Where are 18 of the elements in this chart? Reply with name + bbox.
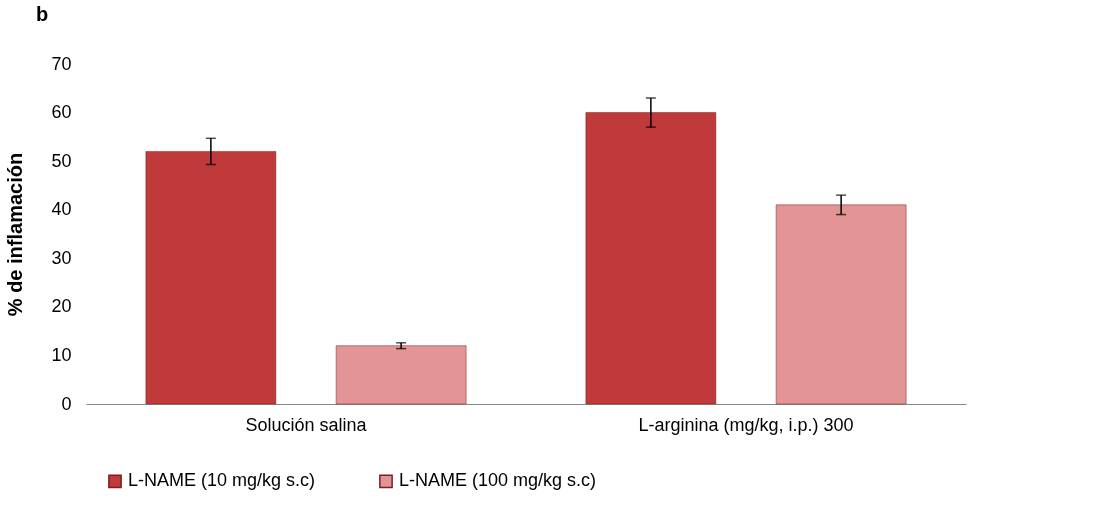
x-tick-label: Solución salina [245,414,368,435]
y-tick-label: 30 [51,247,72,268]
bar [145,151,277,405]
y-tick-label: 10 [51,344,72,365]
chart-title: b [35,3,49,25]
bar [335,345,467,405]
y-tick-label: 70 [51,53,72,74]
y-tick-label: 0 [61,393,72,414]
y-tick-label: 50 [51,150,72,171]
legend-label: L-NAME (100 mg/kg s.c) [399,470,597,491]
y-axis-title: % de inflamación [4,152,27,317]
y-tick-label: 60 [51,102,72,123]
y-tick-label: 40 [51,199,72,220]
x-tick-label: L-arginina (mg/kg, i.p.) 300 [638,414,854,435]
bar [585,112,717,405]
legend-label: L-NAME (10 mg/kg s.c) [128,470,316,491]
y-tick-label: 20 [51,296,72,317]
bar [775,204,907,405]
